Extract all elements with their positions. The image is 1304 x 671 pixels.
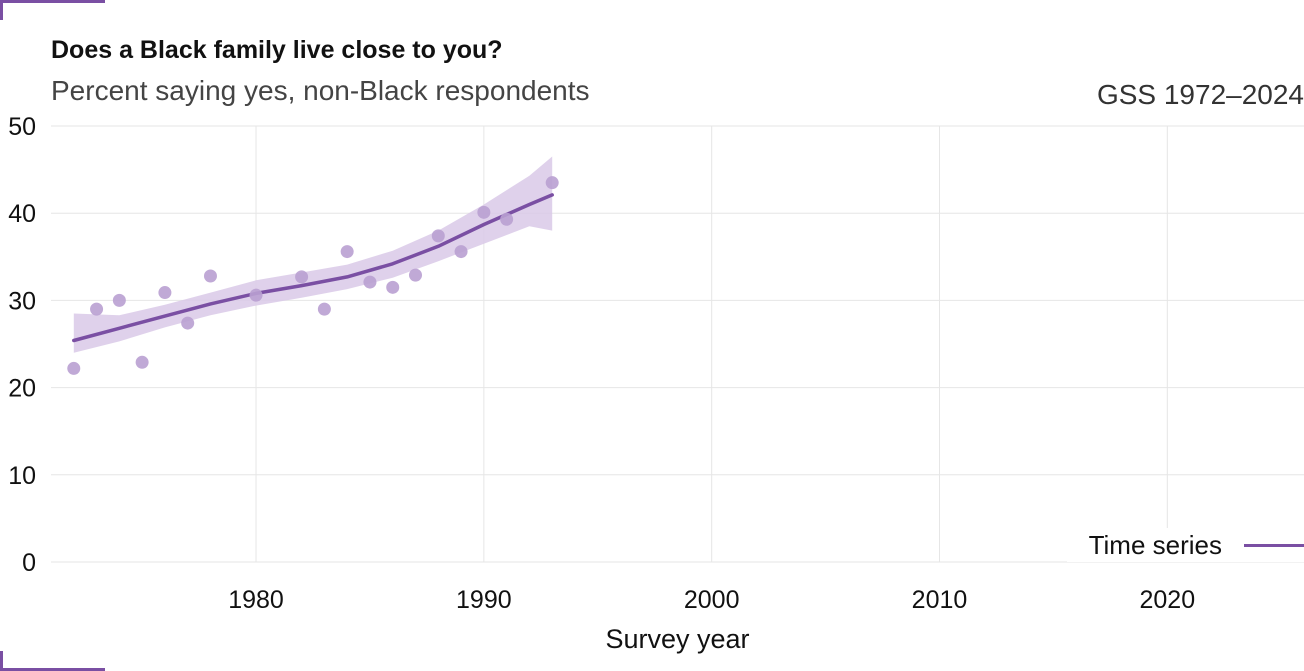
data-point: [409, 268, 423, 282]
x-tick-label: 2010: [912, 586, 968, 614]
data-point: [500, 212, 514, 226]
x-tick-label: 1990: [456, 586, 512, 614]
data-point: [90, 302, 104, 316]
chart-title: Does a Black family live close to you?: [51, 36, 503, 64]
confidence-band: [73, 156, 553, 353]
data-point: [249, 288, 263, 302]
y-tick-label: 30: [8, 287, 36, 315]
x-tick-label: 2020: [1139, 586, 1195, 614]
data-point: [477, 205, 491, 219]
y-tick-label: 10: [8, 462, 36, 490]
corner-mark-top: [0, 0, 105, 20]
data-point: [545, 176, 559, 190]
chart-source: GSS 1972–2024: [1096, 79, 1304, 110]
legend-label: Time series: [1088, 529, 1222, 560]
data-point: [454, 245, 468, 259]
data-point: [431, 229, 445, 243]
data-point: [203, 269, 217, 283]
data-point: [135, 355, 149, 369]
data-point: [181, 316, 195, 330]
legend-swatch: [1244, 543, 1304, 547]
data-point: [317, 302, 331, 316]
data-point: [67, 361, 81, 375]
x-axis-label: Survey year: [605, 624, 749, 654]
chart-subtitle: Percent saying yes, non-Black respondent…: [51, 75, 590, 106]
x-tick-label: 1980: [228, 586, 284, 614]
data-point: [158, 286, 172, 300]
data-point: [340, 245, 354, 259]
corner-mark-bottom: [0, 651, 105, 671]
data-point: [295, 270, 309, 284]
y-tick-label: 50: [8, 113, 36, 141]
x-tick-label: 2000: [684, 586, 740, 614]
data-point: [112, 293, 126, 307]
y-tick-label: 0: [22, 549, 36, 577]
y-tick-label: 20: [8, 375, 36, 403]
legend: Time series: [1066, 528, 1304, 562]
y-tick-label: 40: [8, 200, 36, 228]
data-point: [386, 280, 400, 294]
series-line: [72, 193, 554, 343]
data-point: [363, 275, 377, 289]
